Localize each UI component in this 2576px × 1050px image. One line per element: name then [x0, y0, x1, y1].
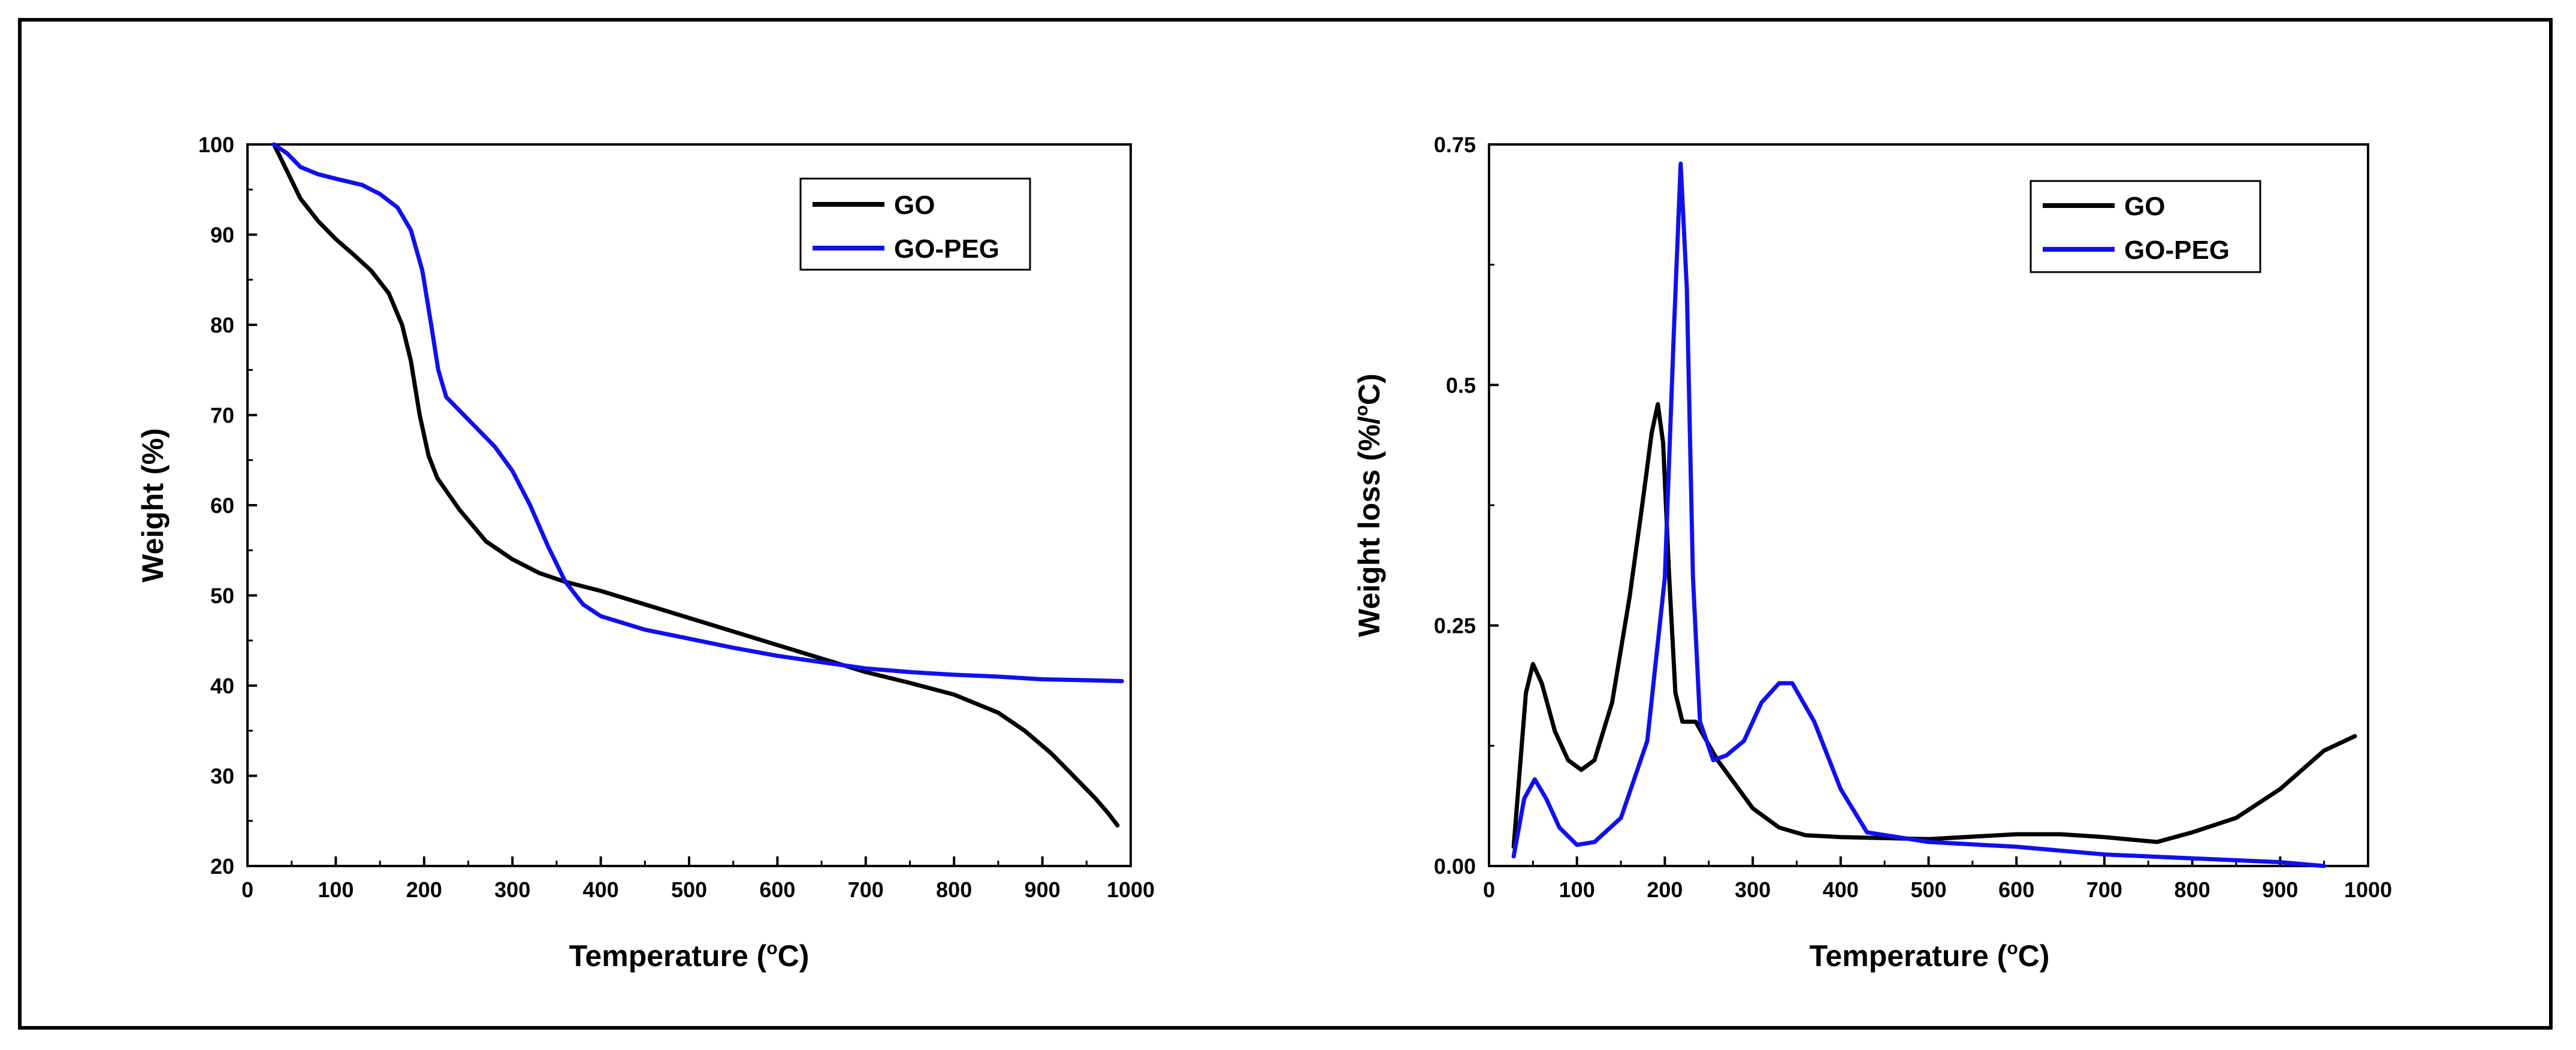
x-tick-label: 0 — [241, 877, 253, 902]
y-tick-label: 30 — [210, 764, 234, 789]
x-axis-label-left: Temperature (oC) — [569, 939, 810, 973]
x-tick-label: 600 — [759, 877, 795, 902]
series-line-go-peg — [271, 142, 1124, 683]
series-line-go-peg — [1511, 161, 2327, 868]
y-tick-label: 40 — [210, 674, 234, 698]
legend-box-left — [799, 177, 1031, 271]
y-tick-label: 50 — [210, 584, 234, 608]
figure-frame — [18, 18, 2553, 1030]
x-tick-label: 900 — [1025, 877, 1061, 902]
x-tick-label: 800 — [936, 877, 972, 902]
legend-box-right — [2030, 180, 2261, 273]
y-tick-label: 80 — [210, 313, 234, 337]
x-tick-label: 700 — [848, 877, 884, 902]
legend-label-go-left: GO — [894, 191, 935, 220]
y-tick-label: 0.25 — [1434, 614, 1476, 638]
series-line-go — [271, 142, 1120, 828]
y-tick-label: 20 — [210, 854, 234, 879]
x-tick-label: 300 — [494, 877, 530, 902]
x-tick-label: 400 — [583, 877, 619, 902]
chart-left: 0 100 200 300 400 500 600 700 800 900 1000 20 30 40 5… — [136, 132, 1155, 973]
y-tick-label: 0.75 — [1434, 132, 1476, 157]
x-ticks-right: 0 100 200 300 400 500 600 700 800 900 1000 — [1483, 856, 2392, 902]
chart-right: 0 100 200 300 400 500 600 700 800 900 1000 0.00 0.2… — [1352, 132, 2392, 973]
x-tick-label: 1000 — [2344, 877, 2392, 902]
x-tick-label: 700 — [2086, 877, 2122, 902]
y-tick-label: 60 — [210, 493, 234, 518]
x-tick-label: 1000 — [1107, 877, 1155, 902]
y-tick-label: 0.5 — [1446, 373, 1476, 397]
series-right — [1511, 161, 2357, 868]
series-line-go — [1511, 402, 2357, 849]
x-tick-label: 100 — [1559, 877, 1595, 902]
y-tick-label: 0.00 — [1434, 854, 1476, 879]
y-tick-label: 70 — [210, 403, 234, 428]
x-tick-label: 300 — [1735, 877, 1771, 902]
legend-label-go-right: GO — [2124, 192, 2165, 221]
x-tick-label: 200 — [1647, 877, 1683, 902]
x-axis-label-right: Temperature (oC) — [1810, 939, 2050, 973]
x-tick-label: 500 — [671, 877, 707, 902]
y-tick-label: 90 — [210, 223, 234, 248]
x-tick-label: 100 — [318, 877, 354, 902]
legend-left: GO GO-PEG — [799, 177, 1031, 271]
y-ticks-right: 0.00 0.25 0.5 0.75 — [1434, 132, 1499, 879]
y-axis-label-right: Weight loss (%/oC) — [1352, 373, 1386, 637]
y-axis-label-left: Weight (%) — [136, 428, 170, 582]
x-tick-label: 600 — [1998, 877, 2034, 902]
x-tick-label: 200 — [406, 877, 442, 902]
x-tick-label: 900 — [2262, 877, 2298, 902]
x-tick-label: 500 — [1910, 877, 1946, 902]
x-tick-label: 800 — [2175, 877, 2210, 902]
legend-label-gopeg-right: GO-PEG — [2124, 236, 2230, 265]
x-tick-label: 400 — [1823, 877, 1859, 902]
legend-right: GO GO-PEG — [2030, 180, 2261, 273]
x-tick-label: 0 — [1483, 877, 1495, 902]
x-ticks-left: 0 100 200 300 400 500 600 700 800 900 1000 — [241, 856, 1155, 902]
legend-label-gopeg-left: GO-PEG — [894, 234, 999, 264]
series-left — [271, 142, 1124, 828]
y-ticks-left: 20 30 40 50 60 70 80 90 100 — [198, 132, 257, 879]
y-tick-label: 100 — [198, 132, 234, 157]
